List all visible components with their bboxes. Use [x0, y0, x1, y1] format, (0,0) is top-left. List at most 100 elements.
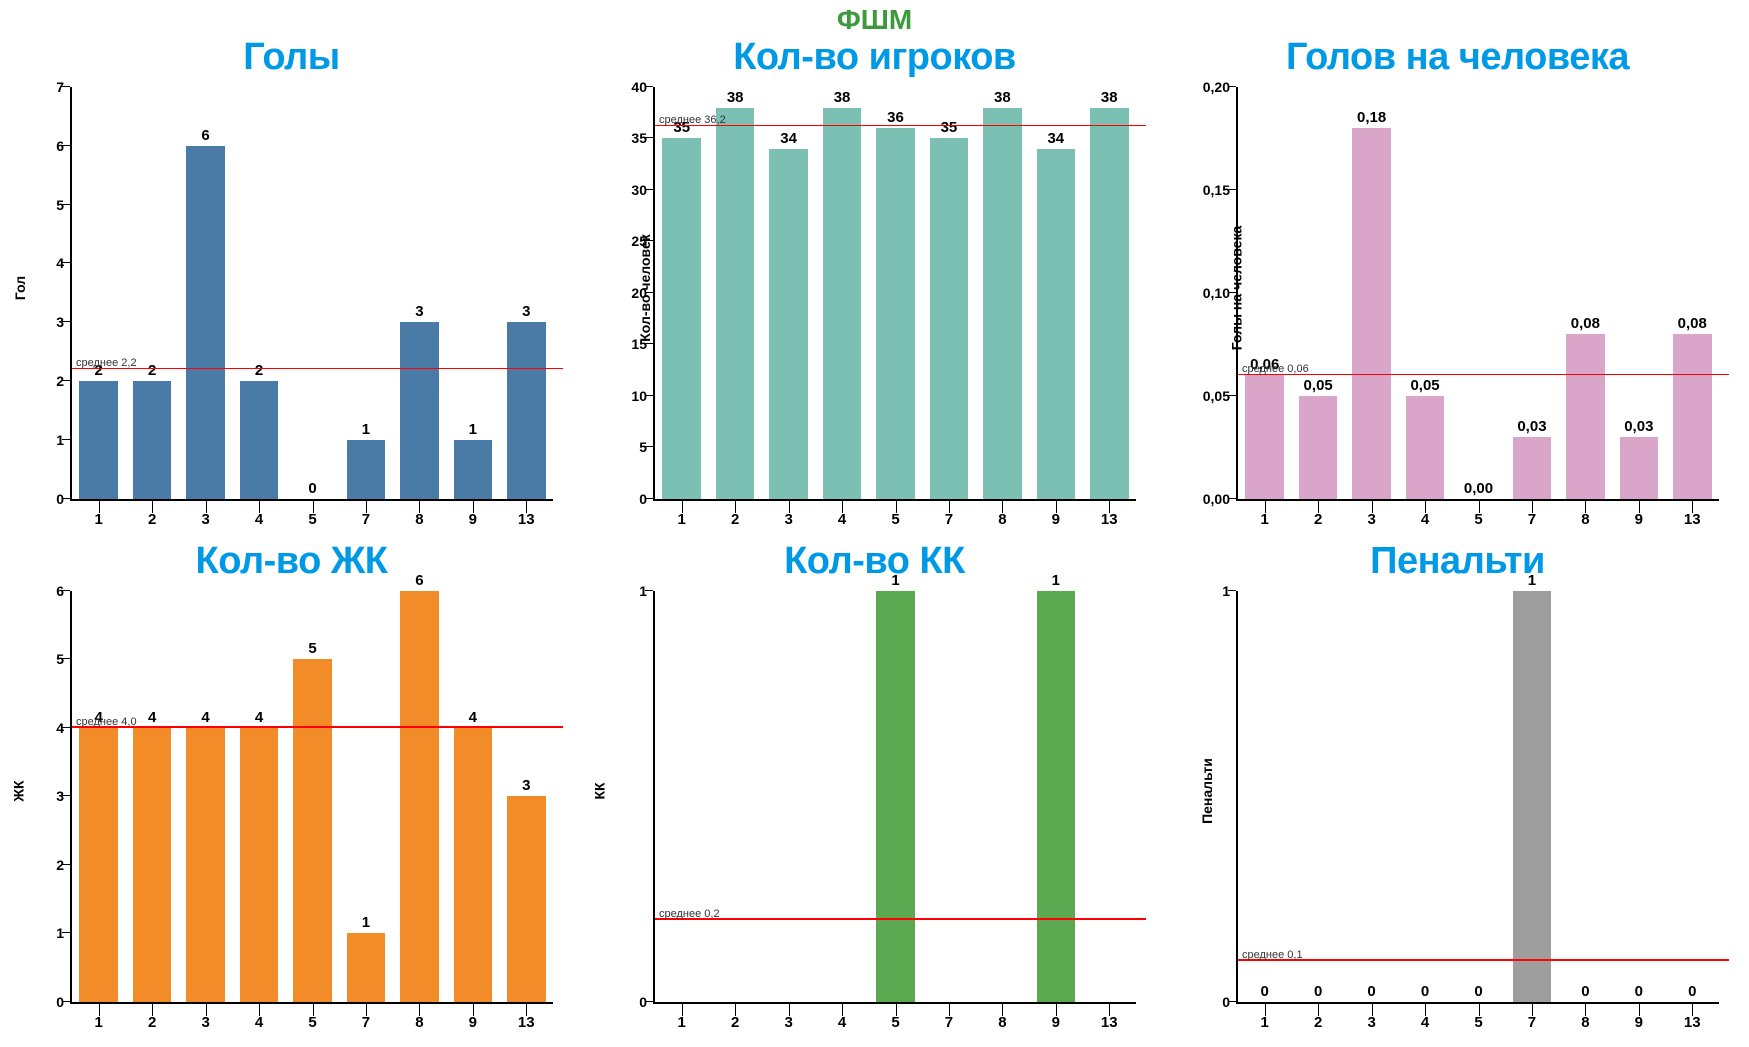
bar: 6: [186, 146, 224, 499]
x-tick-label: 3: [1367, 1014, 1375, 1031]
y-tick-label: 4: [56, 720, 64, 736]
bar: 0,08: [1566, 334, 1604, 499]
plot-area: 0,000,050,100,150,2010,0620,0530,1840,05…: [1236, 87, 1719, 501]
x-tick-label: 3: [201, 511, 209, 528]
bar-value-label: 0,00: [1464, 480, 1493, 497]
bar: 3: [507, 322, 545, 498]
page-title: ФШМ: [0, 0, 1749, 36]
chart-title: Голов на человека: [1166, 36, 1749, 79]
bar: 0,03: [1620, 437, 1658, 499]
x-tick-label: 13: [1101, 1014, 1118, 1031]
x-tick-label: 2: [148, 511, 156, 528]
x-tick-label: 4: [838, 511, 846, 528]
y-tick-label: 0: [56, 491, 64, 507]
bar-value-label: 4: [201, 709, 209, 726]
y-tick-label: 6: [56, 138, 64, 154]
bar-value-label: 1: [891, 572, 899, 589]
x-tick-label: 4: [1421, 1014, 1429, 1031]
bar: 34: [769, 149, 807, 499]
bar: 0,08: [1673, 334, 1711, 499]
x-tick-label: 8: [415, 511, 423, 528]
chart-panel-yellow-cards: Кол-во ЖКЖК01234561424344455718694133сре…: [0, 540, 583, 1044]
y-tick-label: 5: [56, 651, 64, 667]
bar-value-label: 4: [95, 709, 103, 726]
bar-value-label: 1: [362, 914, 370, 931]
chart-title: Кол-во ЖК: [0, 540, 583, 583]
bar-value-label: 0: [1581, 983, 1589, 1000]
bar: 35: [662, 138, 700, 498]
y-tick-label: 2: [56, 373, 64, 389]
bar: 4: [79, 728, 117, 1002]
chart-panel-goals: ГолыГол012345671222364250718391133средне…: [0, 36, 583, 540]
bar: 2: [240, 381, 278, 499]
y-tick-label: 1: [639, 583, 647, 599]
bar-value-label: 0: [1474, 983, 1482, 1000]
x-tick-label: 1: [1261, 511, 1269, 528]
plot-area: 01234561424344455718694133среднее 4,0: [70, 591, 553, 1005]
y-tick-label: 1: [56, 432, 64, 448]
bar: 5: [293, 659, 331, 1002]
y-tick-label: 0,10: [1203, 285, 1230, 301]
x-tick-label: 4: [255, 511, 263, 528]
bar-value-label: 0,03: [1517, 418, 1546, 435]
bar-value-label: 0,08: [1678, 315, 1707, 332]
x-tick-label: 13: [1684, 511, 1701, 528]
bar: 3: [400, 322, 438, 498]
y-axis-label: ЖК: [11, 781, 27, 802]
bar-value-label: 3: [415, 303, 423, 320]
x-tick-label: 7: [1528, 1014, 1536, 1031]
y-tick-label: 30: [631, 182, 647, 198]
plot-area: 012345671222364250718391133среднее 2,2: [70, 87, 553, 501]
bar: 0,05: [1299, 396, 1337, 499]
y-tick-label: 3: [56, 788, 64, 804]
y-tick-label: 0,05: [1203, 388, 1230, 404]
bar-value-label: 0,05: [1410, 377, 1439, 394]
bar-value-label: 0,05: [1304, 377, 1333, 394]
x-tick-label: 1: [95, 511, 103, 528]
x-tick-label: 9: [469, 1014, 477, 1031]
bar: 4: [240, 728, 278, 1002]
bar: 1: [876, 591, 914, 1003]
bar-value-label: 0: [1635, 983, 1643, 1000]
bar-value-label: 1: [1528, 572, 1536, 589]
bar-value-label: 4: [148, 709, 156, 726]
plot-area: 011020304050718090130среднее 0,1: [1236, 591, 1719, 1005]
y-tick-label: 0: [639, 491, 647, 507]
y-tick-label: 4: [56, 255, 64, 271]
x-tick-label: 4: [255, 1014, 263, 1031]
x-tick-label: 5: [308, 1014, 316, 1031]
x-tick-label: 13: [1101, 511, 1118, 528]
bar-value-label: 38: [727, 89, 744, 106]
bar-value-label: 35: [673, 119, 690, 136]
x-tick-label: 2: [1314, 1014, 1322, 1031]
x-tick-label: 5: [1474, 511, 1482, 528]
bar-value-label: 36: [887, 109, 904, 126]
bar: 4: [133, 728, 171, 1002]
bar-value-label: 5: [308, 640, 316, 657]
bar-value-label: 0,06: [1250, 356, 1279, 373]
y-axis-label: КК: [592, 783, 608, 800]
x-tick-label: 2: [1314, 511, 1322, 528]
x-tick-label: 7: [362, 1014, 370, 1031]
x-tick-label: 1: [1261, 1014, 1269, 1031]
bar-value-label: 2: [148, 362, 156, 379]
bar-value-label: 6: [415, 572, 423, 589]
x-tick-label: 9: [469, 511, 477, 528]
bar-value-label: 1: [362, 421, 370, 438]
average-label: среднее 4,0: [76, 716, 137, 728]
bar: 1: [347, 933, 385, 1002]
x-tick-label: 3: [201, 1014, 209, 1031]
bar-value-label: 4: [469, 709, 477, 726]
average-label: среднее 0,1: [1242, 949, 1303, 961]
x-tick-label: 5: [891, 1014, 899, 1031]
y-tick-label: 35: [631, 130, 647, 146]
x-tick-label: 5: [308, 511, 316, 528]
x-tick-label: 1: [678, 1014, 686, 1031]
x-tick-label: 8: [1581, 511, 1589, 528]
bar-value-label: 34: [1047, 130, 1064, 147]
x-tick-label: 9: [1635, 511, 1643, 528]
x-tick-label: 1: [95, 1014, 103, 1031]
y-tick-label: 0,00: [1203, 491, 1230, 507]
x-tick-label: 4: [838, 1014, 846, 1031]
bar-value-label: 6: [201, 127, 209, 144]
